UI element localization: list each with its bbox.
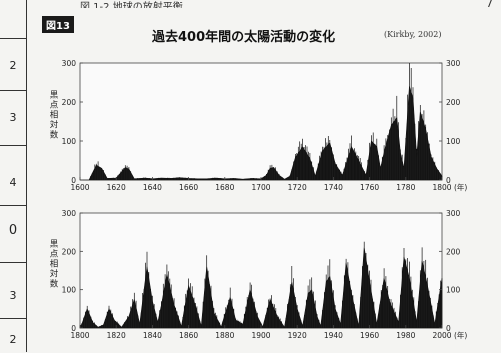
x-tick-label: 1640	[143, 183, 162, 192]
x-tick-label: 1860	[179, 331, 198, 340]
left-table-value: 2	[9, 333, 17, 346]
y-axis-label: 対	[50, 269, 59, 280]
left-table-cell: 2	[0, 38, 26, 89]
x-tick-label: 1700	[251, 183, 270, 192]
x-tick-label: 1880	[215, 331, 234, 340]
y-tick-label-left: 100	[62, 137, 77, 146]
x-tick-label: 1720	[288, 183, 307, 192]
y-axis-label: 黒	[50, 240, 59, 250]
x-unit-label: (年)	[454, 330, 467, 340]
x-tick-label: 1960	[360, 331, 379, 340]
y-tick-label-right: 300	[446, 209, 461, 218]
y-tick-label-left: 200	[62, 98, 77, 107]
y-tick-label-right: 0	[446, 176, 451, 185]
top-page-number: 7	[486, 0, 493, 10]
x-tick-label: 1620	[107, 183, 126, 192]
y-tick-label-left: 0	[71, 324, 76, 333]
x-unit-label: (年)	[454, 182, 467, 192]
left-table-border	[26, 0, 27, 352]
figure-badge: 図13	[42, 16, 74, 33]
x-tick-label: 1780	[396, 183, 415, 192]
y-tick-label-right: 300	[446, 59, 461, 68]
x-tick-label: 1940	[324, 331, 343, 340]
left-table-cell: 3	[0, 262, 26, 313]
x-tick-label: 1920	[288, 331, 307, 340]
left-table-value: 3	[9, 111, 17, 124]
x-tick-label: 1680	[215, 183, 234, 192]
y-tick-label-left: 100	[62, 286, 77, 295]
y-axis-label: 点	[50, 250, 59, 260]
y-tick-label-left: 300	[62, 209, 77, 218]
x-tick-label: 1820	[107, 331, 126, 340]
left-table-value: 0	[8, 223, 18, 238]
y-tick-label-left: 0	[71, 176, 76, 185]
y-axis-label: 対	[50, 120, 59, 131]
x-tick-label: 1900	[251, 331, 270, 340]
left-table-cell: 0	[0, 205, 26, 256]
y-axis-label: 相	[50, 259, 59, 270]
x-tick-label: 1660	[179, 183, 198, 192]
top-caption: 図 1-2 地球の放射平衡	[80, 2, 183, 8]
figure-source: (Kirkby, 2002)	[384, 30, 442, 39]
x-tick-label: 1840	[143, 331, 162, 340]
left-table-cell: 4	[0, 145, 26, 196]
y-tick-label-right: 0	[446, 324, 451, 333]
x-tick-label: 1800	[432, 183, 451, 192]
y-tick-label-left: 200	[62, 247, 77, 256]
y-tick-label-right: 100	[446, 286, 461, 295]
y-axis-label: 点	[50, 101, 59, 111]
left-table-value: 3	[9, 289, 17, 302]
y-tick-label-right: 100	[446, 137, 461, 146]
left-table: 2 3 4 0 3 2	[0, 0, 28, 352]
x-tick-label: 1800	[70, 331, 89, 340]
left-table-value: 2	[9, 59, 17, 72]
y-tick-label-right: 200	[446, 247, 461, 256]
y-axis-label: 黒	[50, 91, 59, 101]
left-table-cell: 3	[0, 90, 26, 141]
y-tick-label-left: 300	[62, 59, 77, 68]
x-tick-label: 1600	[70, 183, 89, 192]
x-tick-label: 2000	[432, 331, 451, 340]
x-tick-label: 1980	[396, 331, 415, 340]
y-axis-label: 相	[50, 110, 59, 121]
y-axis-label: 数	[50, 279, 59, 290]
plot-frame	[79, 62, 443, 181]
left-table-value: 4	[9, 176, 17, 189]
figure-title: 過去400年間の太陽活動の変化	[152, 30, 336, 45]
y-tick-label-right: 200	[446, 98, 461, 107]
x-tick-label: 1740	[324, 183, 343, 192]
y-axis-label: 数	[50, 130, 59, 141]
left-table-cell: 2	[0, 318, 26, 353]
x-tick-label: 1760	[360, 183, 379, 192]
